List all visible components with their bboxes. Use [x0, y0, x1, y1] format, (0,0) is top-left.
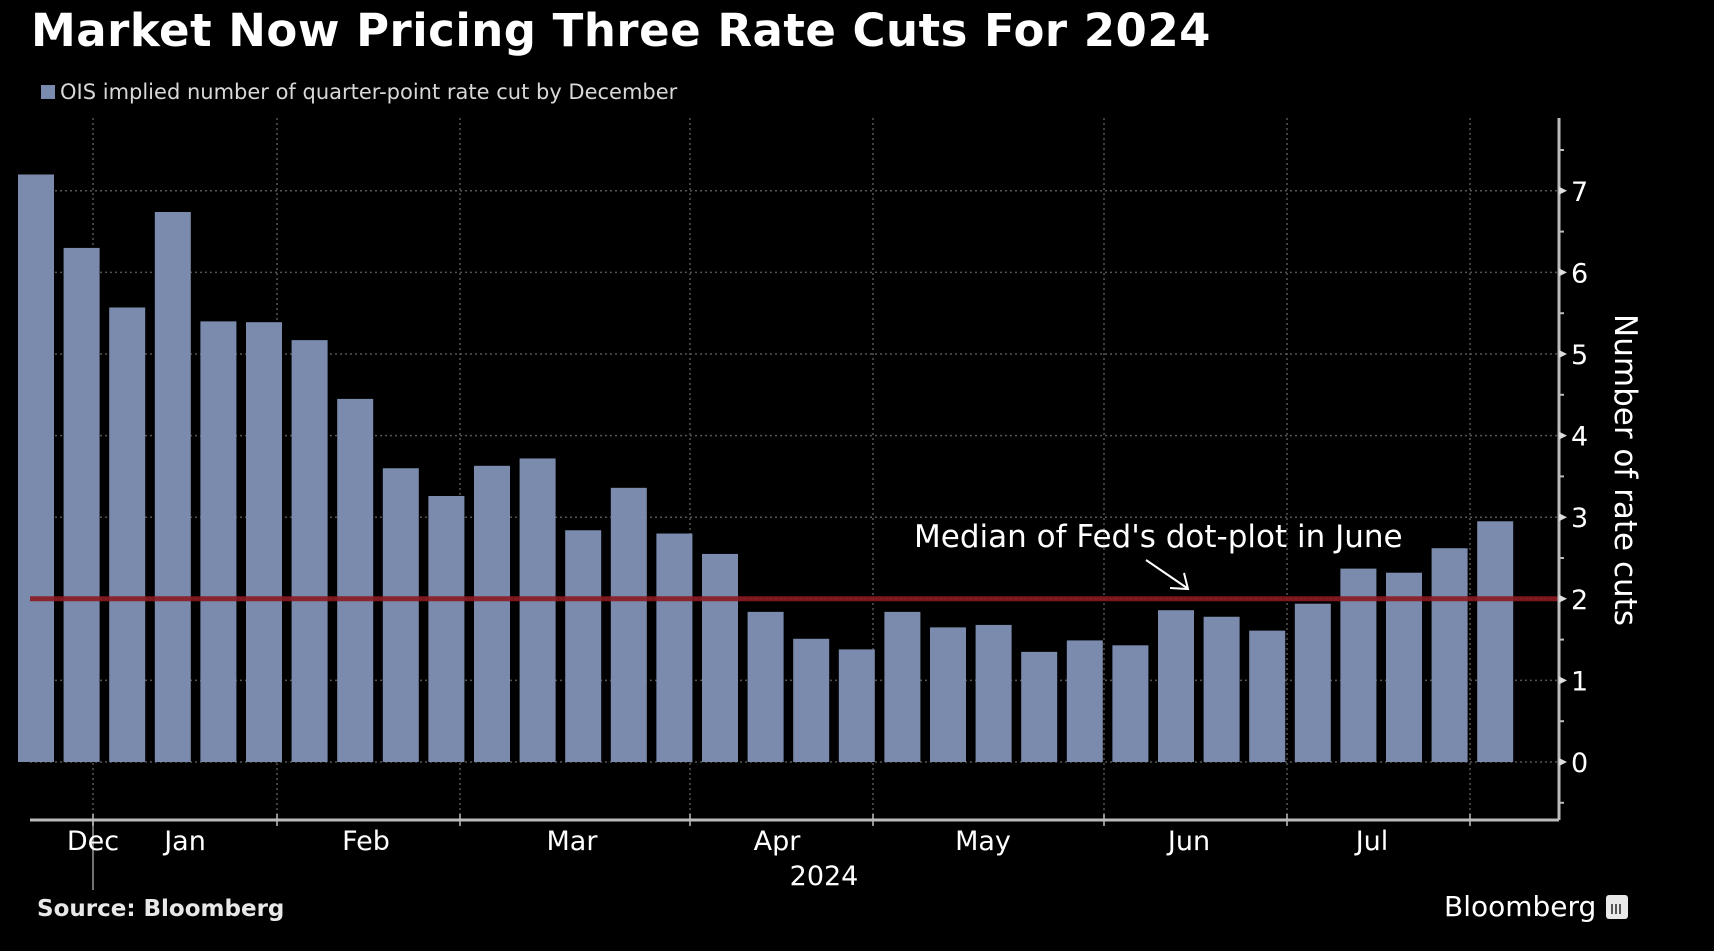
bar [109, 307, 146, 762]
x-tick-label: Jan [162, 826, 206, 857]
bar [474, 465, 510, 762]
annotation-arrowhead [1169, 572, 1190, 591]
x-tick-label: Jun [1166, 826, 1210, 857]
bar [337, 398, 374, 762]
bars [18, 174, 1514, 763]
y-tick-label: 7 [1571, 177, 1588, 208]
bar [702, 553, 738, 762]
y-tick-label: 1 [1571, 666, 1588, 697]
brand-name: Bloomberg [1444, 890, 1597, 923]
y-major-tick [1559, 513, 1567, 522]
bar [382, 468, 419, 762]
bar [1249, 630, 1286, 762]
x-tick-label: May [955, 826, 1011, 857]
y-major-tick [1559, 431, 1567, 440]
bar [565, 530, 602, 762]
bar [428, 495, 465, 762]
bar [656, 533, 693, 762]
x-year-label: 2024 [790, 861, 859, 892]
bar [610, 487, 647, 762]
bar [246, 322, 282, 762]
bar [884, 611, 921, 762]
chart-title: Market Now Pricing Three Rate Cuts For 2… [31, 4, 1211, 57]
y-major-tick [1559, 676, 1567, 685]
bar [18, 174, 54, 763]
bar [154, 212, 191, 763]
y-major-tick [1559, 758, 1567, 766]
y-tick-label: 6 [1571, 258, 1588, 289]
y-major-tick [1559, 594, 1567, 603]
x-tick-label: Dec [67, 826, 119, 857]
source-note: Source: Bloomberg [37, 896, 285, 922]
axes [30, 118, 1567, 890]
y-major-tick [1559, 186, 1567, 195]
bar [1021, 651, 1058, 762]
bar [930, 627, 966, 762]
chart-legend: OIS implied number of quarter-point rate… [41, 80, 677, 104]
bar [1112, 645, 1149, 762]
bar [63, 247, 100, 763]
y-tick-label: 5 [1571, 340, 1588, 371]
bar [1066, 640, 1103, 762]
x-tick-label: Feb [342, 826, 390, 857]
y-tick-label: 0 [1571, 748, 1588, 779]
bar [1203, 616, 1240, 762]
annotation-label: Median of Fed's dot-plot in June [914, 519, 1403, 555]
y-tick-label: 2 [1571, 585, 1588, 616]
bar [291, 340, 328, 762]
brand-logo: Bloomberg [1444, 890, 1629, 923]
bar [1386, 572, 1422, 762]
x-tick-label: Apr [754, 826, 802, 857]
legend-swatch [41, 85, 55, 99]
legend-label: OIS implied number of quarter-point rate… [60, 80, 678, 104]
bar [1294, 603, 1331, 762]
bar [747, 611, 784, 762]
bar [200, 321, 237, 762]
bar [793, 638, 830, 762]
bloomberg-chart-icon [1606, 894, 1629, 919]
y-major-tick [1559, 350, 1567, 358]
bar [519, 458, 556, 762]
y-tick-label: 4 [1571, 422, 1588, 453]
bar [1477, 521, 1514, 762]
y-major-tick [1559, 268, 1567, 277]
bar [838, 649, 875, 762]
bar [1158, 610, 1194, 762]
x-tick-label: Jul [1354, 826, 1389, 857]
x-tick-label: Mar [547, 826, 599, 857]
bar [1431, 548, 1468, 762]
labels: Median of Fed's dot-plot in June 0 1 2 3 4 5 6 7… [67, 177, 1643, 892]
y-axis-title: Number of rate cuts [1607, 314, 1643, 626]
annotation-arrow [1145, 559, 1188, 589]
bar [975, 624, 1012, 762]
y-tick-label: 3 [1571, 503, 1588, 534]
